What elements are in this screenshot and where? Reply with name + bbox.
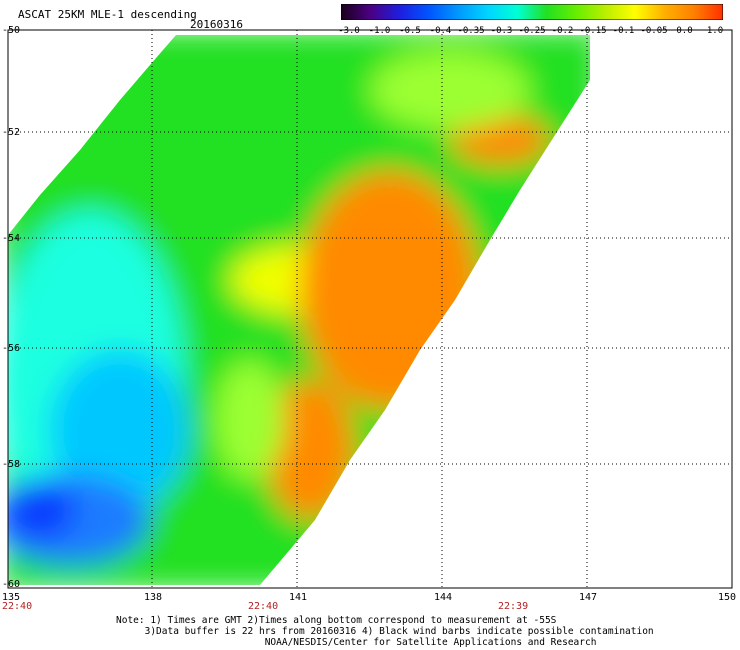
map-frame bbox=[7, 29, 733, 589]
lon-label-141: 141 bbox=[289, 592, 308, 603]
field-cyan-blue bbox=[50, 350, 190, 510]
colorbar bbox=[341, 4, 723, 20]
colorbar-label: 0.0 bbox=[676, 26, 693, 36]
lon-label-150: 150 bbox=[718, 592, 737, 603]
lon-label-147: 147 bbox=[579, 592, 598, 603]
colorbar-label: -0.15 bbox=[579, 26, 607, 36]
time-label-east: 22:39 bbox=[498, 601, 529, 612]
lat-label-54: -54 bbox=[2, 233, 21, 244]
field-deep-blue bbox=[8, 480, 75, 540]
colorbar-label: 1.0 bbox=[706, 26, 724, 36]
lat-label-56: -56 bbox=[2, 343, 21, 354]
swath-field bbox=[8, 35, 590, 585]
note-line-1: Note: 1) Times are GMT 2)Times along bot… bbox=[116, 615, 557, 626]
map-date: 20160316 bbox=[190, 18, 243, 31]
lon-label-135: 135 bbox=[2, 592, 21, 603]
field-orange-south bbox=[265, 380, 355, 520]
lat-label-58: -58 bbox=[2, 459, 21, 470]
colorbar-label: -0.5 bbox=[399, 26, 421, 36]
lon-label-144: 144 bbox=[434, 592, 453, 603]
graticule bbox=[8, 30, 732, 588]
note-line-2: 3)Data buffer is 22 hrs from 20160316 4)… bbox=[116, 626, 654, 637]
colorbar-label: -3.0 bbox=[338, 26, 360, 36]
colorbar-label: -0.4 bbox=[429, 26, 452, 36]
colorbar-label: -0.3 bbox=[490, 26, 513, 36]
lat-label-52: -52 bbox=[2, 127, 21, 138]
field-orange-main bbox=[300, 170, 480, 410]
field-light-green-north bbox=[370, 50, 530, 130]
time-label-center: 22:40 bbox=[248, 601, 279, 612]
field-light-green-south bbox=[215, 360, 285, 480]
footnotes: Note: 1) Times are GMT 2)Times along bot… bbox=[116, 615, 654, 648]
colorbar-label: -0.05 bbox=[640, 26, 668, 36]
lat-label-50: -50 bbox=[2, 25, 21, 36]
colorbar-label: -0.25 bbox=[518, 26, 546, 36]
colorbar-label: -0.2 bbox=[551, 26, 574, 36]
colorbar-label: -0.35 bbox=[457, 26, 485, 36]
swath-data bbox=[8, 35, 590, 585]
colorbar-gradient bbox=[341, 4, 723, 20]
lat-label-60: -60 bbox=[2, 579, 21, 590]
colorbar-label: -1.0 bbox=[368, 26, 391, 36]
colorbar-label: -0.1 bbox=[612, 26, 635, 36]
time-label-west: 22:40 bbox=[2, 601, 33, 612]
map-title: ASCAT 25KM MLE-1 descending bbox=[18, 8, 197, 21]
note-line-3: NOAA/NESDIS/Center for Satellite Applica… bbox=[116, 637, 597, 648]
lon-label-138: 138 bbox=[144, 592, 163, 603]
